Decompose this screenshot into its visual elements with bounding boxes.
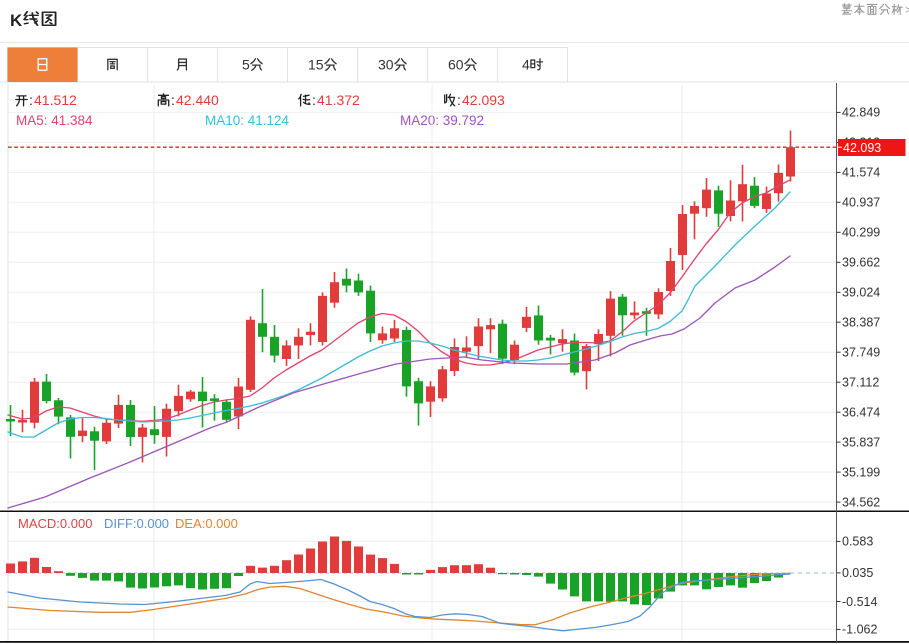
- svg-text::: :: [457, 92, 461, 108]
- svg-text:41.512: 41.512: [34, 92, 77, 108]
- svg-text:42.093: 42.093: [843, 141, 881, 155]
- svg-text:38.387: 38.387: [842, 316, 880, 330]
- svg-text:39.024: 39.024: [842, 286, 880, 300]
- svg-text:MACD:0.000: MACD:0.000: [18, 516, 92, 531]
- svg-text:K: K: [10, 11, 23, 30]
- svg-text:0.035: 0.035: [842, 566, 873, 580]
- svg-text:42.440: 42.440: [176, 92, 219, 108]
- svg-text::: :: [29, 92, 33, 108]
- svg-text:-0.514: -0.514: [842, 595, 877, 609]
- svg-text:>: >: [905, 5, 909, 17]
- svg-text:5: 5: [242, 57, 250, 73]
- svg-text:0.583: 0.583: [842, 535, 873, 549]
- svg-text:-1.062: -1.062: [842, 623, 877, 637]
- svg-text:MA10: 41.124: MA10: 41.124: [205, 113, 290, 128]
- svg-text:60: 60: [448, 57, 464, 73]
- svg-text:39.662: 39.662: [842, 256, 880, 270]
- svg-text:41.574: 41.574: [842, 166, 880, 180]
- svg-text:DIFF:0.000: DIFF:0.000: [104, 516, 169, 531]
- svg-text:37.112: 37.112: [842, 375, 879, 389]
- svg-text:30: 30: [378, 57, 394, 73]
- svg-text:41.372: 41.372: [317, 92, 360, 108]
- svg-text:42.093: 42.093: [462, 92, 505, 108]
- svg-text:34.562: 34.562: [842, 495, 880, 509]
- svg-text:DEA:0.000: DEA:0.000: [175, 516, 238, 531]
- svg-text:4: 4: [522, 57, 530, 73]
- svg-text:15: 15: [308, 57, 324, 73]
- svg-text:35.837: 35.837: [842, 435, 880, 449]
- svg-text:MA5: 41.384: MA5: 41.384: [16, 113, 93, 128]
- svg-text:42.849: 42.849: [842, 106, 880, 120]
- svg-text::: :: [171, 92, 175, 108]
- svg-text:36.474: 36.474: [842, 405, 880, 419]
- svg-text::: :: [312, 92, 316, 108]
- svg-text:37.749: 37.749: [842, 346, 880, 360]
- svg-text:MA20: 39.792: MA20: 39.792: [400, 113, 484, 128]
- svg-text:40.937: 40.937: [842, 196, 880, 210]
- svg-text:40.299: 40.299: [842, 226, 880, 240]
- svg-text:35.199: 35.199: [842, 465, 880, 479]
